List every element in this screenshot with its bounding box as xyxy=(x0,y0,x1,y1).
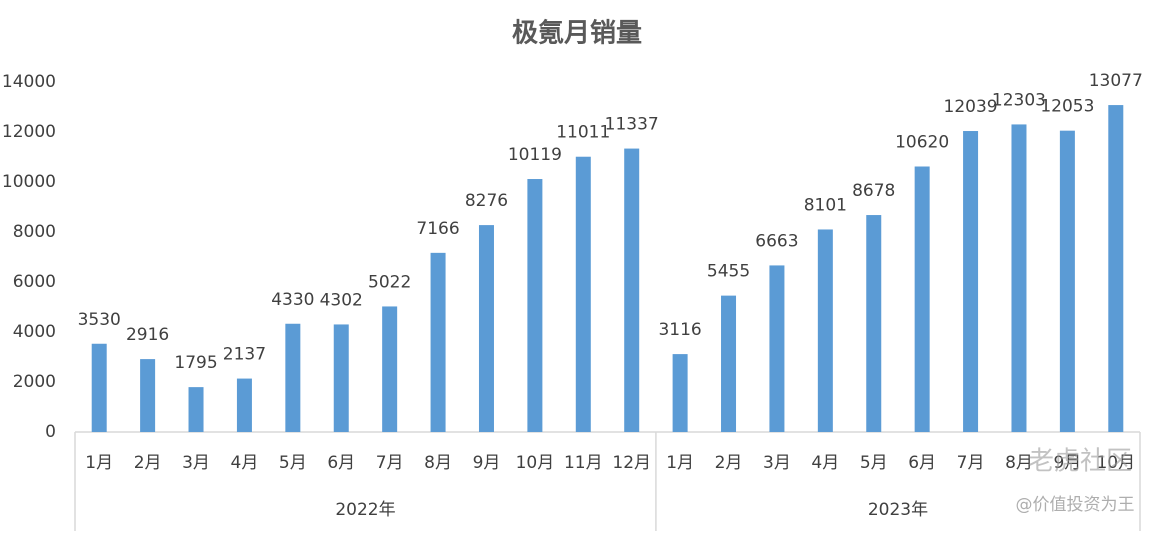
x-tick-label: 10月 xyxy=(516,453,555,473)
x-tick-label: 4月 xyxy=(811,453,839,473)
bar xyxy=(140,359,156,432)
x-tick-label: 1月 xyxy=(85,453,113,473)
y-tick-label: 0 xyxy=(45,422,56,442)
x-tick-label: 10月 xyxy=(1096,453,1135,473)
data-label: 8101 xyxy=(804,195,847,215)
data-label: 6663 xyxy=(755,231,798,251)
x-tick-label: 9月 xyxy=(1053,453,1081,473)
data-label: 12053 xyxy=(1040,97,1094,117)
bar xyxy=(236,378,252,432)
bar xyxy=(721,295,737,432)
bar xyxy=(430,252,446,432)
x-tick-label: 9月 xyxy=(473,453,501,473)
watermark: @价值投资为王 xyxy=(1016,495,1135,515)
bar xyxy=(478,225,494,432)
bar xyxy=(624,148,640,432)
x-tick-label: 2月 xyxy=(715,453,743,473)
bar xyxy=(866,215,882,432)
y-tick-label: 8000 xyxy=(13,222,56,242)
data-label: 13077 xyxy=(1089,71,1143,91)
data-label: 10119 xyxy=(508,145,562,165)
data-label: 5022 xyxy=(368,272,411,292)
data-label: 5455 xyxy=(707,262,750,282)
y-tick-label: 10000 xyxy=(2,172,56,192)
y-tick-label: 4000 xyxy=(13,322,56,342)
data-label: 8276 xyxy=(465,191,508,211)
x-tick-label: 8月 xyxy=(424,453,452,473)
bar xyxy=(817,229,833,432)
data-label: 3116 xyxy=(658,320,701,340)
data-label: 10620 xyxy=(895,133,949,153)
bar xyxy=(333,324,349,432)
bar xyxy=(188,387,204,432)
data-label: 11337 xyxy=(605,115,659,135)
data-label: 1795 xyxy=(174,353,217,373)
x-tick-label: 6月 xyxy=(327,453,355,473)
data-label: 12303 xyxy=(992,90,1046,110)
x-tick-label: 11月 xyxy=(564,453,603,473)
chart-title: 极氪月销量 xyxy=(512,18,642,49)
bar xyxy=(914,166,930,432)
bar xyxy=(382,306,398,432)
x-tick-label: 2月 xyxy=(134,453,162,473)
data-label: 4330 xyxy=(271,290,314,310)
data-label: 4302 xyxy=(320,290,363,310)
bar xyxy=(1059,130,1075,433)
x-tick-label: 3月 xyxy=(763,453,791,473)
x-tick-label: 5月 xyxy=(279,453,307,473)
y-tick-label: 2000 xyxy=(13,372,56,392)
bar xyxy=(285,323,301,432)
bar xyxy=(672,354,688,432)
x-tick-label: 3月 xyxy=(182,453,210,473)
y-tick-label: 12000 xyxy=(2,122,56,142)
data-label: 2916 xyxy=(126,325,169,345)
bar xyxy=(91,343,107,432)
x-tick-label: 7月 xyxy=(957,453,985,473)
data-label: 8678 xyxy=(852,181,895,201)
x-tick-label: 4月 xyxy=(231,453,259,473)
x-tick-label: 6月 xyxy=(908,453,936,473)
data-label: 3530 xyxy=(78,310,121,330)
y-tick-label: 14000 xyxy=(2,72,56,92)
bar xyxy=(963,131,979,432)
data-label: 12039 xyxy=(944,97,998,117)
watermark: 老虎社区 xyxy=(1028,447,1132,477)
x-tick-label: 1月 xyxy=(666,453,694,473)
x-tick-label: 5月 xyxy=(860,453,888,473)
y-tick-label: 6000 xyxy=(13,272,56,292)
data-label: 2137 xyxy=(223,345,266,365)
x-tick-label: 8月 xyxy=(1005,453,1033,473)
x-tick-label: 12月 xyxy=(612,453,651,473)
bar xyxy=(575,156,591,432)
data-label: 7166 xyxy=(416,219,459,239)
data-label: 11011 xyxy=(556,123,610,143)
group-label: 2023年 xyxy=(868,500,928,520)
x-tick-label: 7月 xyxy=(376,453,404,473)
bar xyxy=(1011,124,1027,433)
bar xyxy=(527,179,543,432)
group-label: 2022年 xyxy=(335,500,395,520)
bar xyxy=(769,265,785,432)
bar xyxy=(1108,105,1124,432)
